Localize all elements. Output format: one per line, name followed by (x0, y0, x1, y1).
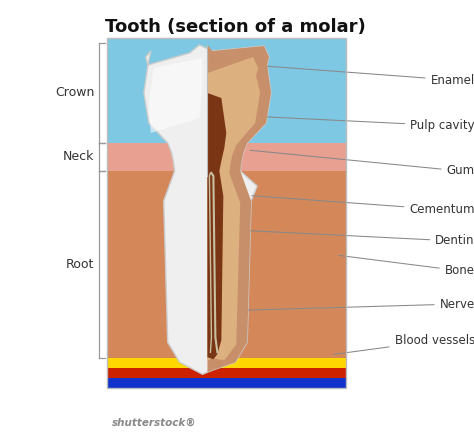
Text: Nerve: Nerve (220, 298, 474, 311)
Bar (107, 171, 346, 358)
Text: shutterstock®: shutterstock® (112, 418, 197, 428)
Polygon shape (144, 45, 271, 374)
Polygon shape (208, 57, 260, 360)
Text: Root: Root (66, 258, 94, 271)
Bar (107, 378, 346, 388)
Polygon shape (208, 93, 226, 359)
Polygon shape (149, 58, 202, 133)
Text: Neck: Neck (63, 150, 94, 164)
Text: Dentin: Dentin (248, 231, 474, 247)
Bar (107, 143, 346, 171)
Text: Gum: Gum (250, 150, 474, 177)
Text: Pulp cavity: Pulp cavity (230, 115, 474, 132)
Bar (107, 38, 346, 388)
Bar (107, 368, 346, 378)
Polygon shape (208, 45, 271, 372)
Text: Cementum: Cementum (252, 196, 474, 216)
Text: Enamel: Enamel (267, 66, 474, 86)
Bar (107, 358, 346, 368)
Text: Crown: Crown (55, 86, 94, 100)
Text: Blood vessels: Blood vessels (334, 334, 474, 355)
Text: Bone: Bone (338, 255, 474, 277)
Bar (107, 38, 346, 143)
Text: Tooth (section of a molar): Tooth (section of a molar) (105, 18, 366, 36)
